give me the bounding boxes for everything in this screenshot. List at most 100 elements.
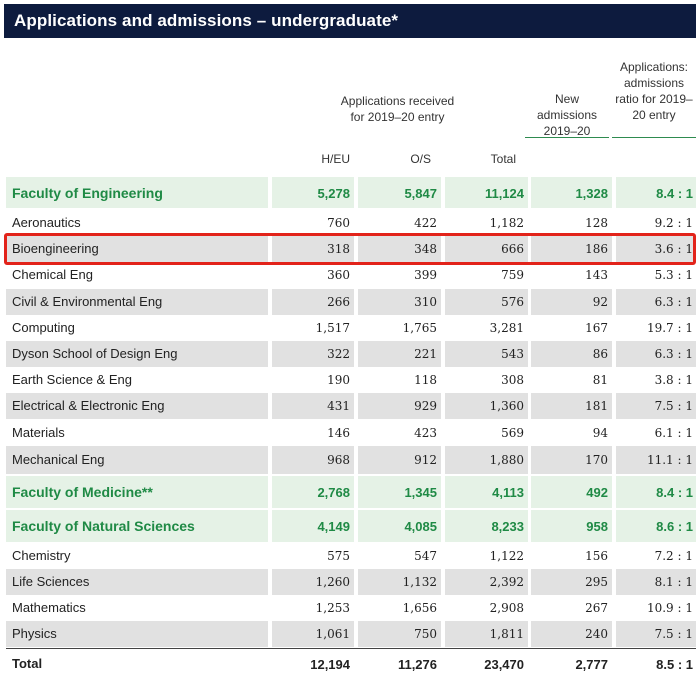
- cell-ratio: 6.1 : 1: [654, 426, 693, 440]
- cell-admissions: 958: [586, 519, 608, 534]
- cell-total: 3,281: [489, 321, 524, 335]
- cell-background: [272, 569, 354, 595]
- table-row: Physics 1,061 750 1,811 240 7.5 : 1: [6, 621, 696, 647]
- cell-heu: 146: [327, 426, 350, 440]
- cell-ratio: 10.9 : 1: [646, 601, 693, 615]
- cell-background: [531, 476, 612, 508]
- cell-total: 8,233: [491, 519, 524, 534]
- cell-background: [445, 393, 528, 419]
- cell-background: [6, 341, 268, 367]
- cell-total: 2,908: [489, 601, 524, 615]
- cell-heu: 266: [327, 295, 350, 309]
- cell-os: 11,276: [397, 657, 437, 672]
- cell-total: 308: [501, 373, 524, 387]
- cell-admissions: 143: [585, 268, 608, 282]
- cell-background: [272, 177, 354, 208]
- cell-background: [616, 289, 696, 315]
- cell-os: 399: [414, 268, 437, 282]
- cell-admissions: 492: [586, 485, 608, 500]
- cell-background: [445, 621, 528, 647]
- cell-background: [531, 446, 612, 474]
- cell-background: [358, 341, 441, 367]
- cell-ratio: 5.3 : 1: [654, 268, 693, 282]
- cell-background: [358, 236, 441, 262]
- cell-background: [445, 341, 528, 367]
- cell-admissions: 181: [585, 399, 608, 413]
- cell-heu: 968: [327, 453, 350, 467]
- row-label: Bioengineering: [12, 241, 99, 256]
- cell-total: 666: [501, 242, 524, 256]
- cell-heu: 318: [327, 242, 350, 256]
- header-heu: H/EU: [321, 152, 350, 166]
- table-row: Chemistry 575 547 1,122 156 7.2 : 1: [6, 543, 696, 569]
- cell-background: [272, 510, 354, 542]
- cell-admissions: 156: [585, 549, 608, 563]
- cell-background: [358, 446, 441, 474]
- cell-background: [616, 510, 696, 542]
- row-label: Mechanical Eng: [12, 452, 105, 467]
- cell-admissions: 1,328: [575, 186, 608, 201]
- header-new-admissions: New admissions 2019–20: [536, 92, 598, 138]
- cell-background: [531, 289, 612, 315]
- cell-ratio: 6.3 : 1: [654, 295, 693, 309]
- cell-ratio: 6.3 : 1: [654, 347, 693, 361]
- cell-ratio: 8.1 : 1: [654, 575, 693, 589]
- cell-background: [358, 177, 441, 208]
- cell-background: [445, 510, 528, 542]
- cell-admissions: 81: [592, 373, 608, 387]
- cell-admissions: 92: [592, 295, 608, 309]
- row-label: Faculty of Engineering: [12, 185, 163, 201]
- header-ratio: Applications: admissions ratio for 2019–…: [615, 60, 693, 122]
- cell-background: [6, 446, 268, 474]
- cell-background: [445, 289, 528, 315]
- row-label: Physics: [12, 626, 57, 641]
- cell-background: [358, 510, 441, 542]
- cell-total: 23,470: [484, 657, 524, 672]
- cell-background: [6, 621, 268, 647]
- table-row: Faculty of Natural Sciences 4,149 4,085 8,2…: [6, 510, 696, 542]
- cell-background: [272, 621, 354, 647]
- cell-os: 348: [414, 242, 437, 256]
- cell-admissions: 167: [585, 321, 608, 335]
- cell-background: [358, 393, 441, 419]
- cell-heu: 5,278: [317, 186, 350, 201]
- page-title: Applications and admissions – undergradu…: [4, 4, 696, 38]
- row-label: Electrical & Electronic Eng: [12, 398, 165, 413]
- cell-background: [616, 476, 696, 508]
- cell-admissions: 267: [585, 601, 608, 615]
- cell-os: 4,085: [404, 519, 437, 534]
- cell-background: [272, 341, 354, 367]
- cell-background: [616, 177, 696, 208]
- cell-admissions: 186: [585, 242, 608, 256]
- cell-total: 1,360: [489, 399, 524, 413]
- cell-os: 423: [414, 426, 437, 440]
- cell-ratio: 3.8 : 1: [654, 373, 693, 387]
- cell-ratio: 8.6 : 1: [656, 519, 693, 534]
- cell-heu: 1,061: [315, 627, 350, 641]
- cell-ratio: 7.5 : 1: [654, 627, 693, 641]
- cell-total: 4,113: [492, 485, 524, 500]
- cell-background: [272, 446, 354, 474]
- cell-total: 543: [501, 347, 524, 361]
- table-row: Civil & Environmental Eng 266 310 576 92 6.3 …: [6, 289, 696, 315]
- table-row: Bioengineering 318 348 666 186 3.6 : 1: [6, 236, 696, 262]
- table-row: Electrical & Electronic Eng 431 929 1,360 18…: [6, 393, 696, 419]
- cell-background: [616, 393, 696, 419]
- table-row: Earth Science & Eng 190 118 308 81 3.8 : 1: [6, 367, 696, 393]
- table-row: Life Sciences 1,260 1,132 2,392 295 8.1 : 1: [6, 569, 696, 595]
- cell-admissions: 128: [585, 216, 608, 230]
- cell-os: 118: [414, 373, 437, 387]
- cell-os: 221: [414, 347, 437, 361]
- cell-ratio: 19.7 : 1: [646, 321, 693, 335]
- cell-total: 2,392: [489, 575, 524, 589]
- cell-background: [616, 446, 696, 474]
- row-label: Earth Science & Eng: [12, 372, 132, 387]
- cell-ratio: 8.5 : 1: [656, 657, 693, 672]
- cell-os: 422: [414, 216, 437, 230]
- cell-background: [6, 476, 268, 508]
- table-row: Faculty of Medicine** 2,768 1,345 4,113 492 8…: [6, 476, 696, 508]
- cell-heu: 12,194: [310, 657, 350, 672]
- cell-background: [616, 341, 696, 367]
- cell-total: 759: [501, 268, 524, 282]
- cell-heu: 760: [327, 216, 350, 230]
